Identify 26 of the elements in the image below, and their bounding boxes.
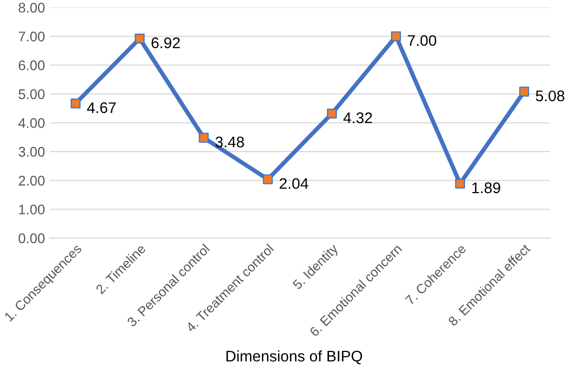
data-label: 6.92 — [152, 37, 180, 48]
data-label: 1.89 — [472, 182, 500, 194]
point — [70, 98, 81, 108]
data-label: 4.32 — [343, 112, 372, 124]
point — [198, 132, 209, 143]
y-tick-label: 3.00 — [18, 146, 45, 157]
point — [455, 178, 466, 189]
point — [391, 31, 401, 42]
y-tick-label: 8.00 — [18, 2, 45, 13]
y-tick-label: 0.00 — [18, 233, 45, 244]
data-label: 3.48 — [215, 136, 244, 148]
point — [519, 86, 530, 97]
y-tick-label: 5.00 — [18, 89, 45, 100]
point — [262, 174, 273, 184]
y-tick-label: 4.00 — [18, 118, 45, 128]
y-tick-label: 2.00 — [18, 176, 45, 186]
data-label: 4.67 — [87, 102, 116, 114]
data-label: 2.04 — [280, 178, 308, 189]
point — [134, 34, 145, 44]
y-tick-label: 1.00 — [19, 204, 45, 214]
x-axis-title: Dimensions of BIPQ — [226, 350, 362, 364]
y-tick-label: 6.00 — [18, 60, 45, 70]
point — [326, 108, 337, 118]
data-label: 5.08 — [536, 90, 564, 102]
y-tick-label: 7.00 — [18, 32, 45, 42]
data-label: 7.00 — [408, 35, 436, 46]
